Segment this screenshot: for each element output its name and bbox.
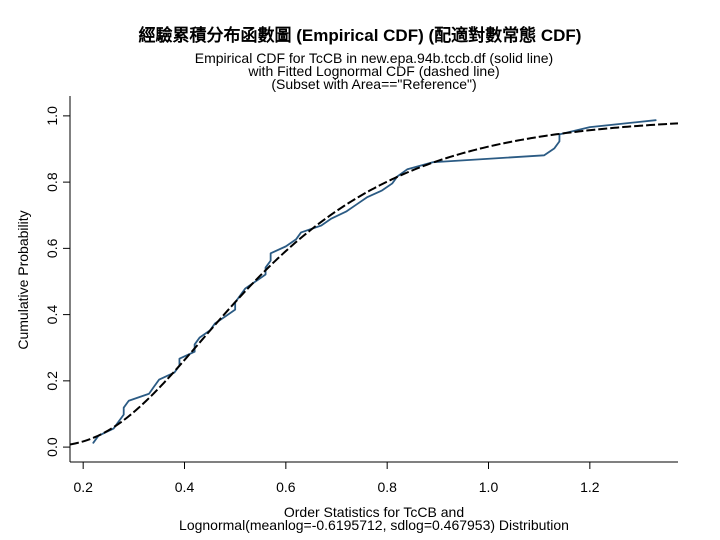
y-tick-label: 0.2 xyxy=(44,371,60,391)
chart-title-line-2: with Fitted Lognormal CDF (dashed line) xyxy=(247,63,499,79)
x-tick-label: 1.2 xyxy=(580,479,600,495)
y-tick-label: 0.4 xyxy=(44,305,60,325)
y-axis-ticks: 0.0 0.2 0.4 0.6 0.8 1.0 xyxy=(44,106,70,457)
plot-series xyxy=(70,119,678,446)
x-tick-label: 0.2 xyxy=(73,479,93,495)
y-tick-label: 1.0 xyxy=(44,106,60,126)
x-tick-label: 1.0 xyxy=(479,479,499,495)
y-tick-label: 0.8 xyxy=(44,172,60,192)
page-title: 經驗累積分布函數圖 (Empirical CDF) (配適對數常態 CDF) xyxy=(139,25,582,45)
y-tick-label: 0.6 xyxy=(44,238,60,258)
y-tick-label: 0.0 xyxy=(44,437,60,457)
y-axis-label: Cumulative Probability xyxy=(15,210,31,349)
x-axis-label-line-2: Lognormal(meanlog=-0.6195712, sdlog=0.46… xyxy=(179,517,569,533)
x-tick-label: 0.4 xyxy=(175,479,195,495)
x-tick-label: 0.8 xyxy=(377,479,397,495)
chart-title-line-3: (Subset with Area=="Reference") xyxy=(271,76,476,92)
empirical-cdf-line xyxy=(92,119,657,444)
x-axis-label-line-1: Order Statistics for TcCB and xyxy=(284,504,464,520)
x-tick-label: 0.6 xyxy=(276,479,296,495)
fitted-lognormal-cdf-line xyxy=(70,122,678,446)
chart-title-line-1: Empirical CDF for TcCB in new.epa.94b.tc… xyxy=(195,50,553,66)
x-axis-ticks: 0.2 0.4 0.6 0.8 1.0 1.2 xyxy=(73,462,600,495)
